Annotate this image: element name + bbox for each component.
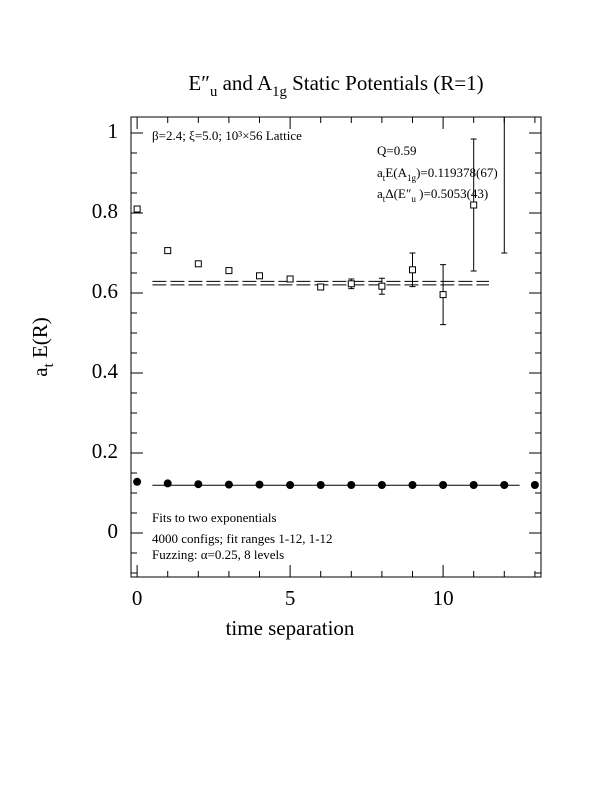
text-part: )=0.5053(43) bbox=[416, 186, 488, 201]
y-tick-label: 0.6 bbox=[92, 279, 118, 303]
y-tick-label: 0.8 bbox=[92, 199, 118, 223]
annotation: 4000 configs; fit ranges 1-12, 1-12 bbox=[152, 531, 333, 546]
data-point bbox=[163, 479, 172, 488]
data-point bbox=[500, 481, 509, 489]
data-point bbox=[286, 275, 294, 283]
text-part: 1g bbox=[272, 84, 287, 100]
data-point bbox=[439, 481, 448, 489]
annotation: atE(A1g)=0.119378(67) bbox=[377, 165, 498, 183]
annotation: Fuzzing: α=0.25, 8 levels bbox=[152, 547, 284, 562]
plot-frame bbox=[130, 116, 542, 578]
data-point bbox=[316, 481, 325, 489]
text-part: t bbox=[41, 363, 57, 367]
data-point bbox=[194, 480, 203, 489]
data-point bbox=[501, 110, 507, 116]
text-part: )=0.119378(67) bbox=[416, 165, 498, 180]
plot-area bbox=[133, 110, 539, 489]
x-tick-label: 5 bbox=[285, 586, 296, 610]
data-point bbox=[408, 481, 417, 489]
y-axis-label: at E(R) bbox=[28, 317, 58, 377]
annotation: Q=0.59 bbox=[377, 143, 416, 158]
text-part: u bbox=[210, 84, 218, 100]
y-tick-label: 1 bbox=[108, 119, 119, 143]
data-point bbox=[377, 481, 386, 489]
text-part: E″ bbox=[188, 71, 210, 95]
data-point bbox=[133, 205, 141, 213]
text-part: a bbox=[377, 186, 383, 201]
data-point bbox=[408, 266, 416, 274]
y-tick-label: 0 bbox=[108, 519, 119, 543]
chart-title: E″u and A1g Static Potentials (R=1) bbox=[188, 71, 483, 101]
data-point bbox=[164, 247, 172, 255]
data-point bbox=[317, 283, 325, 291]
annotation: atΔ(E″u )=0.5053(43) bbox=[377, 186, 488, 204]
text-part: t bbox=[383, 194, 386, 204]
annotation: β=2.4; ξ=5.0; 10³×56 Lattice bbox=[152, 128, 302, 143]
annotation: Fits to two exponentials bbox=[152, 510, 277, 525]
data-point bbox=[347, 280, 355, 288]
data-point bbox=[439, 291, 447, 299]
text-part: and A bbox=[217, 71, 273, 95]
text-part: u bbox=[411, 194, 416, 204]
data-point bbox=[378, 282, 386, 290]
data-point bbox=[255, 480, 264, 489]
x-tick-label: 0 bbox=[132, 586, 143, 610]
data-point bbox=[224, 480, 233, 489]
text-part: 1g bbox=[407, 173, 417, 183]
x-tick-label: 10 bbox=[433, 586, 454, 610]
text-part: a bbox=[377, 165, 383, 180]
text-part: Δ(E″ bbox=[385, 186, 411, 201]
y-tick-label: 0.2 bbox=[92, 439, 118, 463]
x-axis-label: time separation bbox=[226, 616, 355, 640]
data-point bbox=[530, 481, 539, 489]
data-point bbox=[256, 272, 264, 280]
data-point bbox=[225, 267, 233, 275]
data-point bbox=[286, 481, 295, 489]
text-part: E(A bbox=[385, 165, 407, 180]
data-point bbox=[469, 481, 478, 489]
y-tick-label: 0.4 bbox=[92, 359, 119, 383]
text-part: Static Potentials (R=1) bbox=[287, 71, 484, 95]
text-part: a bbox=[28, 367, 52, 377]
text-part: t bbox=[383, 173, 386, 183]
text-part: E(R) bbox=[28, 317, 52, 363]
error-bar bbox=[501, 117, 508, 254]
data-point bbox=[470, 201, 478, 209]
data-point bbox=[347, 481, 356, 489]
data-point bbox=[133, 477, 142, 486]
data-point bbox=[194, 260, 202, 268]
